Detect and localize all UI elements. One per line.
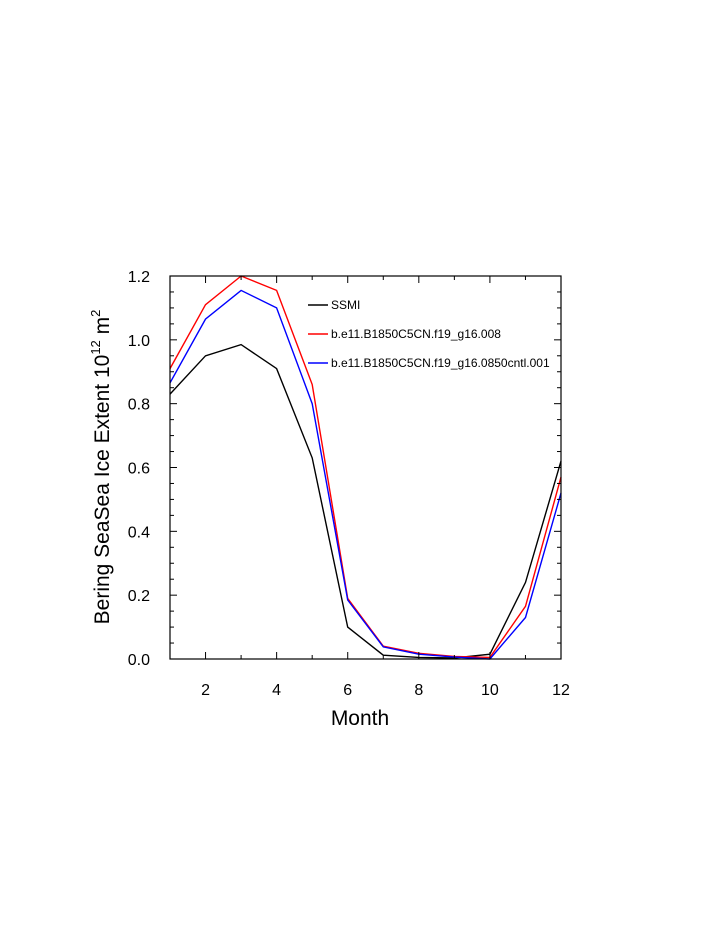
plot-frame <box>169 275 562 660</box>
x-tick-label: 6 <box>343 682 352 699</box>
y-tick-label: 0.6 <box>128 461 150 478</box>
legend-label-2: b.e11.B1850C5CN.f19_g16.008 <box>331 327 501 341</box>
y-tick-label: 0.0 <box>128 652 150 669</box>
x-tick-label: 12 <box>552 682 570 699</box>
series-layer <box>169 275 562 660</box>
y-tick-label: 1.0 <box>128 333 150 350</box>
y-axis-title-unit: m <box>91 317 114 340</box>
y-axis-title-exponent: 12 <box>88 340 103 354</box>
y-axis-title-main: Bering SeaSea Ice Extent 10 <box>91 355 114 625</box>
y-tick-label: 0.8 <box>128 397 150 414</box>
y-axis-title-unit-exponent: 2 <box>88 310 103 317</box>
legend-label-1: SSMI <box>331 298 360 312</box>
x-tick-label: 4 <box>272 682 281 699</box>
y-tick-label: 1.2 <box>128 269 150 286</box>
x-axis-title: Month <box>331 707 389 730</box>
legend-label-3: b.e11.B1850C5CN.f19_g16.0850cntl.001 <box>331 356 550 370</box>
series-line-3 <box>169 289 562 660</box>
series-line-1 <box>169 343 562 659</box>
x-tick-label: 2 <box>201 682 210 699</box>
legend: SSMI b.e11.B1850C5CN.f19_g16.008 b.e11.B18… <box>308 298 550 370</box>
x-tick-label: 8 <box>414 682 423 699</box>
y-axis-title: Bering SeaSea Ice Extent 1012 m2 <box>88 310 114 625</box>
y-tick-label: 0.2 <box>128 588 150 605</box>
y-tick-label: 0.4 <box>128 524 150 541</box>
x-tick-label: 10 <box>481 682 499 699</box>
